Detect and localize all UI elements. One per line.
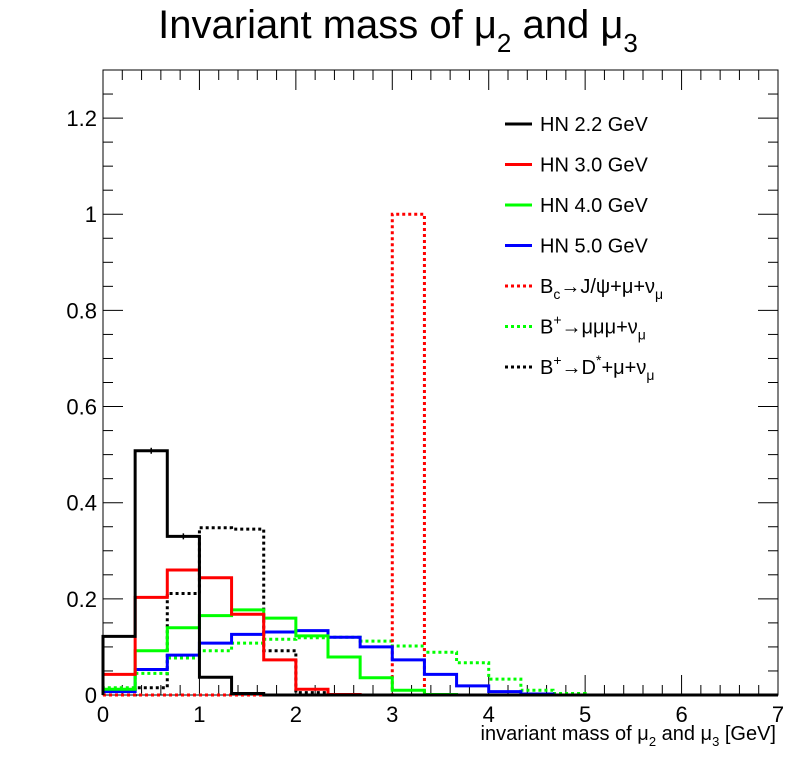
histogram-series-0 [101, 449, 778, 697]
legend-entry: HN 3.0 GeV [540, 155, 648, 177]
legend-entry: B+→μμμ+νμ [540, 312, 646, 343]
x-axis-label-sub1: 2 [649, 734, 656, 749]
x-tick-label: 2 [290, 702, 302, 727]
chart-title-sub2: 3 [623, 28, 637, 58]
x-tick-label: 0 [97, 702, 109, 727]
chart-title-sub1: 2 [497, 28, 511, 58]
x-tick-label: 1 [193, 702, 205, 727]
legend-entry: HN 5.0 GeV [540, 236, 648, 258]
y-tick-label: 1 [85, 202, 97, 227]
histogram-series [101, 212, 778, 697]
chart-title: Invariant mass of μ2 and μ3 [158, 3, 638, 58]
y-tick-label: 0.4 [66, 491, 97, 516]
y-tick-labels: 0 0.2 0.4 0.6 0.8 1 1.2 [66, 106, 97, 708]
x-axis-label-suffix: [GeV] [719, 723, 776, 745]
x-tick-label: 6 [675, 702, 687, 727]
x-tick-label: 5 [579, 702, 591, 727]
x-tick-label: 3 [386, 702, 398, 727]
legend-entry: Bc→J/ψ+μ+νμ [540, 276, 663, 302]
y-tick-label: 0 [85, 683, 97, 708]
x-tick-labels: 0 1 2 3 4 5 6 7 [97, 702, 784, 727]
x-axis-label-sub2: 3 [712, 734, 719, 749]
x-axis-label-mid: and μ [656, 723, 712, 745]
legend-entry: HN 2.2 GeV [540, 114, 648, 136]
y-tick-label: 1.2 [66, 106, 97, 131]
legend-entry: HN 4.0 GeV [540, 195, 648, 217]
x-tick-label: 7 [772, 702, 784, 727]
y-tick-label: 0.8 [66, 298, 97, 323]
y-tick-label: 0.6 [66, 395, 97, 420]
chart-title-prefix: Invariant mass of μ [158, 3, 497, 47]
chart-title-mid: and μ [511, 3, 623, 47]
legend: HN 2.2 GeV HN 3.0 GeV HN 4.0 GeV HN 5.0 GeV… [505, 114, 663, 383]
x-axis-label: invariant mass of μ2 and μ3 [GeV] [481, 723, 776, 749]
x-axis-label-prefix: invariant mass of μ [481, 723, 649, 745]
y-tick-label: 0.2 [66, 587, 97, 612]
legend-entry: B+→D*+μ+νμ [540, 352, 654, 383]
x-tick-label: 4 [483, 702, 495, 727]
